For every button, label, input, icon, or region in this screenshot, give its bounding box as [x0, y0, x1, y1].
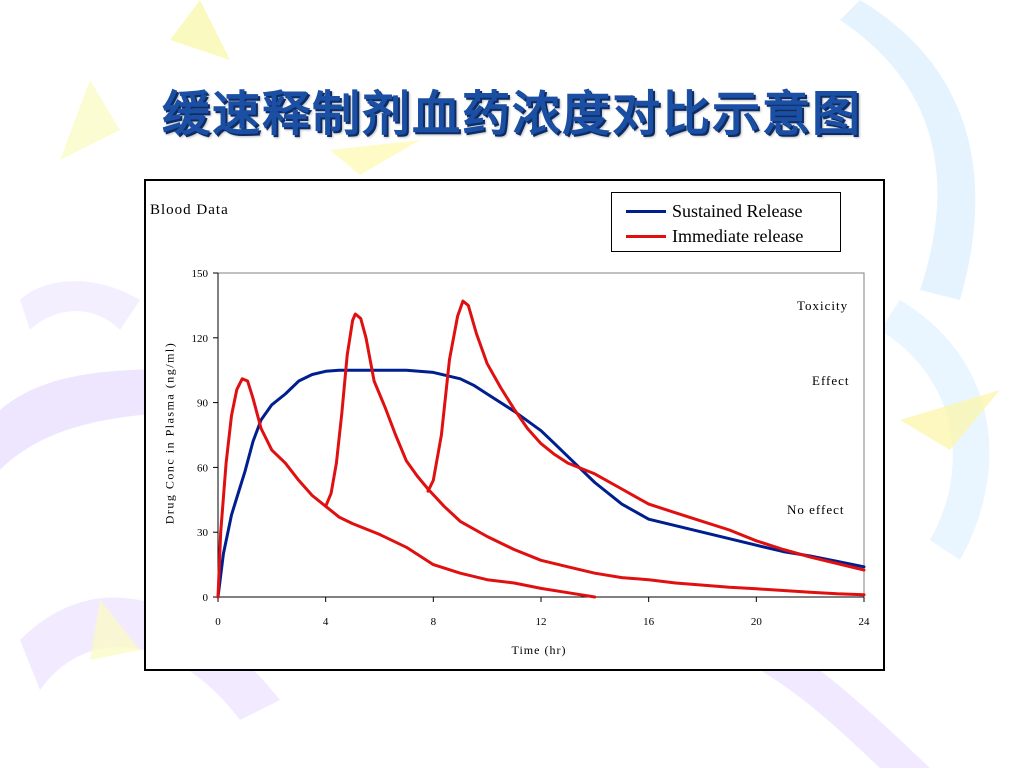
x-tick-label-20: 20: [751, 616, 763, 628]
x-tick-label-12: 12: [536, 616, 547, 628]
legend-item-immediate: Immediate release: [626, 224, 803, 248]
x-axis-label: Time (hr): [511, 643, 567, 657]
legend-item-sustained: Sustained Release: [626, 199, 802, 223]
series-line-2: [324, 312, 866, 597]
y-tick-label-60: 60: [197, 462, 209, 474]
chart-title: Blood Data: [150, 202, 229, 218]
y-axis-label: Drug Conc in Plasma (ng/ml): [162, 341, 177, 525]
legend-label-sustained: Sustained Release: [672, 200, 803, 221]
y-tick-label-30: 30: [197, 527, 209, 539]
legend-swatch-immediate: [626, 234, 666, 238]
x-tick-label-16: 16: [643, 616, 655, 628]
x-tick-label-8: 8: [431, 616, 437, 628]
legend-swatch-sustained: [626, 209, 666, 213]
x-tick-label-4: 4: [323, 616, 329, 628]
chart-legend: Sustained Release Immediate release: [611, 192, 841, 252]
annotation-effect: Effect: [812, 373, 850, 388]
y-tick-label-120: 120: [192, 333, 209, 345]
annotation-no-effect: No effect: [787, 502, 845, 517]
y-tick-label-90: 90: [197, 398, 209, 410]
line-chart: 0 30 60 90 120 150 0 4 8 12 16 20 24: [192, 268, 871, 628]
series-line-3: [426, 299, 866, 572]
annotation-toxicity: Toxicity: [797, 298, 849, 313]
series-line-0: [216, 368, 866, 599]
chart-frame: 0 30 60 90 120 150 0 4 8 12 16 20 24: [144, 179, 885, 671]
series-line-1: [216, 377, 597, 599]
legend-label-immediate: Immediate release: [672, 225, 804, 246]
slide-title: 缓速释制剂血药浓度对比示意图: [161, 86, 862, 142]
y-tick-label-0: 0: [203, 592, 209, 604]
x-tick-label-0: 0: [215, 616, 221, 628]
x-tick-label-24: 24: [859, 616, 871, 628]
y-tick-label-150: 150: [192, 268, 209, 280]
